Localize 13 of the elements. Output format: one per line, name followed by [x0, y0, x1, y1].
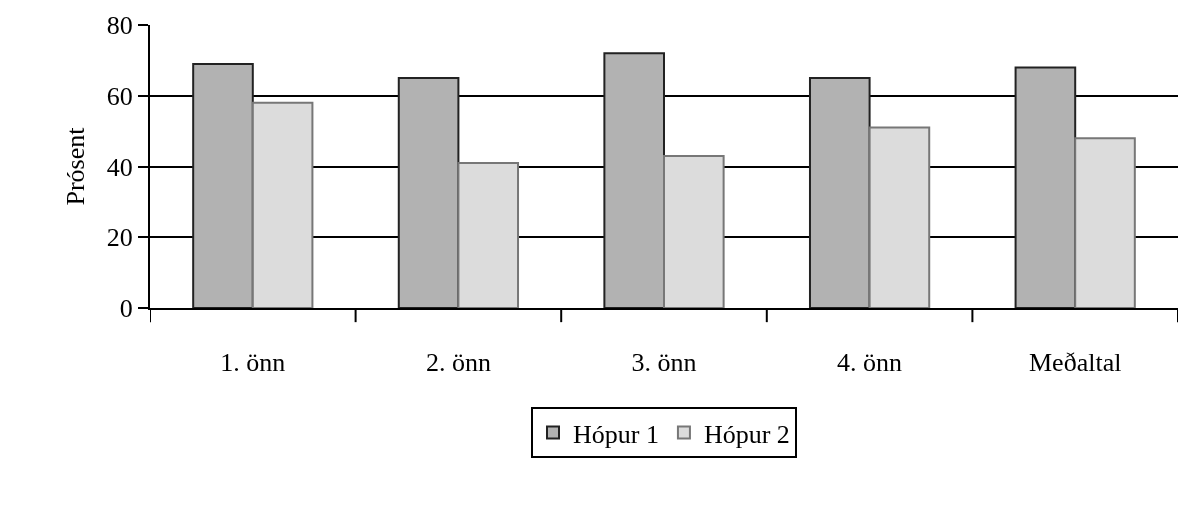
- y-tick-label: 40: [106, 152, 133, 182]
- y-tick-label: 80: [106, 11, 133, 41]
- legend-label: Hópur 2: [703, 419, 790, 449]
- x-tick-label: 3. önn: [631, 348, 697, 378]
- x-tick-label: 4. önn: [837, 348, 903, 378]
- y-tick-label: 0: [119, 294, 133, 324]
- x-tick-label: 2. önn: [425, 348, 491, 378]
- x-tick-label: 1. önn: [220, 348, 286, 378]
- legend-label: Hópur 1: [573, 419, 659, 449]
- y-axis-title: Prósent: [60, 126, 90, 206]
- x-tick-label: Meðaltal: [1028, 348, 1122, 378]
- y-tick-label: 60: [106, 81, 133, 111]
- y-tick-label: 20: [106, 223, 133, 253]
